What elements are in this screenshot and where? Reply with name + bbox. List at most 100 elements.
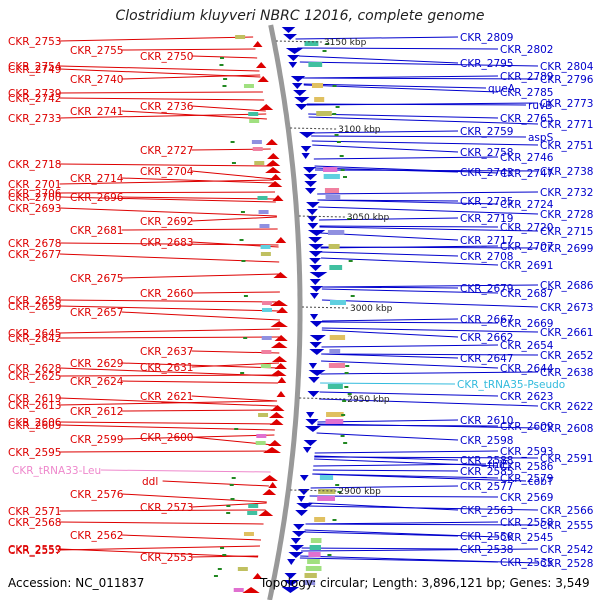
left-leader-line [59, 299, 280, 303]
composition-block [260, 252, 271, 256]
right-gene-label: CKR_2588 [460, 455, 513, 467]
composition-block [310, 538, 322, 543]
right-gene-label: CKR_2654 [500, 340, 554, 352]
gc-skew-mark [343, 442, 348, 444]
right-gene-label: CKR_2728 [540, 209, 593, 221]
left-leader-line [121, 273, 280, 279]
reverse-gene-arrow [308, 237, 323, 243]
reverse-gene-arrow [303, 174, 318, 180]
right-leader-line [313, 156, 499, 160]
right-gene-label: CKR_2707 [500, 241, 553, 253]
right-gene-label: CKR_2759 [460, 126, 513, 138]
gc-skew-mark [222, 85, 227, 87]
right-leader-line [319, 225, 499, 228]
left-gene-label: CKR_2660 [140, 288, 193, 300]
gc-skew-mark [226, 505, 231, 507]
reverse-gene-arrow [309, 293, 319, 299]
composition-block [329, 335, 346, 340]
gc-skew-mark [226, 512, 231, 514]
left-gene-label: CKR_tRNA33-Leu [12, 465, 101, 477]
right-leader-line [316, 432, 459, 441]
right-gene-label: CKR_2623 [500, 391, 553, 403]
right-gene-label: CKR_2586 [500, 461, 554, 473]
left-gene-label: CKR_2599 [70, 434, 123, 446]
gc-skew-mark [222, 554, 227, 556]
right-gene-label: CKR_2804 [540, 61, 594, 73]
composition-block [261, 301, 272, 305]
left-leader-line [121, 196, 276, 200]
reverse-gene-arrow [291, 531, 306, 537]
gc-skew-mark [322, 50, 327, 52]
reverse-gene-arrow [309, 314, 319, 320]
left-leader-line [191, 291, 280, 294]
left-leader-line [59, 196, 276, 203]
composition-block [327, 384, 343, 389]
composition-block [260, 245, 271, 249]
map-title: Clostridium kluyveri NBRC 12016, complet… [115, 8, 484, 24]
left-gene-label: CKR_2736 [140, 101, 194, 113]
right-leader-line [314, 450, 499, 454]
left-leader-line [59, 36, 254, 42]
right-gene-label: CKR_2796 [540, 74, 594, 86]
left-leader-line [59, 97, 265, 101]
left-leader-line [59, 113, 267, 119]
composition-block [233, 588, 244, 592]
left-gene-label: CKR_2749 [8, 64, 61, 76]
composition-block [304, 573, 317, 578]
right-leader-line [314, 455, 459, 461]
left-leader-line [121, 380, 279, 384]
forward-gene-arrow [258, 510, 274, 516]
forward-gene-arrow [252, 41, 263, 47]
composition-block [304, 41, 319, 46]
gc-skew-mark [327, 554, 332, 556]
right-leader-line [308, 113, 499, 119]
right-leader-line [318, 206, 539, 215]
reverse-gene-arrow [299, 475, 309, 481]
forward-gene-arrow [269, 174, 282, 180]
reverse-gene-arrow [304, 188, 317, 194]
left-gene-label: CKR_2704 [140, 166, 194, 178]
left-gene-label: CKR_2753 [8, 36, 61, 48]
reverse-gene-arrow [308, 244, 324, 250]
left-gene-label: CKR_2755 [70, 45, 123, 57]
right-gene-label: CKR_2758 [460, 147, 513, 159]
right-leader-line [312, 144, 459, 153]
reverse-gene-arrow [309, 286, 323, 292]
forward-gene-arrow [276, 307, 288, 313]
left-gene-label: CKR_2613 [8, 400, 61, 412]
left-leader-line [191, 362, 280, 368]
right-leader-line [317, 191, 539, 195]
gc-skew-mark [335, 106, 340, 108]
reverse-gene-arrow [302, 447, 312, 453]
right-leader-line [319, 226, 539, 232]
left-gene-label: CKR_2605 [8, 420, 61, 432]
topology-summary: Topology: circular; Length: 3,896,121 bp… [259, 576, 590, 590]
gc-skew-mark [345, 365, 350, 367]
left-gene-label: CKR_2576 [70, 489, 124, 501]
left-gene-label: CKR_2600 [140, 432, 193, 444]
reverse-gene-arrow [309, 272, 328, 278]
right-gene-label: CKR_2809 [460, 32, 513, 44]
left-leader-line [59, 207, 277, 217]
reverse-gene-arrow [296, 503, 314, 509]
right-gene-label: CKR_2566 [540, 505, 594, 517]
left-leader-line [121, 177, 275, 184]
gc-skew-mark [234, 428, 239, 430]
right-gene-label: CKR_2577 [460, 481, 513, 493]
right-leader-line [300, 555, 539, 564]
right-gene-label: CKR_2652 [540, 350, 593, 362]
composition-block [257, 196, 268, 200]
gc-skew-mark [344, 372, 349, 374]
right-gene-label: CKR_2669 [500, 318, 553, 330]
reverse-gene-arrow [309, 258, 321, 264]
right-gene-label: CKR_2644 [500, 363, 554, 375]
right-gene-label: CKR_2719 [460, 213, 513, 225]
reverse-gene-arrow [281, 587, 300, 593]
right-leader-line [313, 463, 487, 467]
right-leader-line [312, 473, 527, 482]
forward-gene-arrow [275, 237, 287, 243]
gc-skew-mark [219, 64, 224, 66]
reverse-gene-arrow [287, 559, 296, 565]
left-leader-line [191, 555, 259, 558]
